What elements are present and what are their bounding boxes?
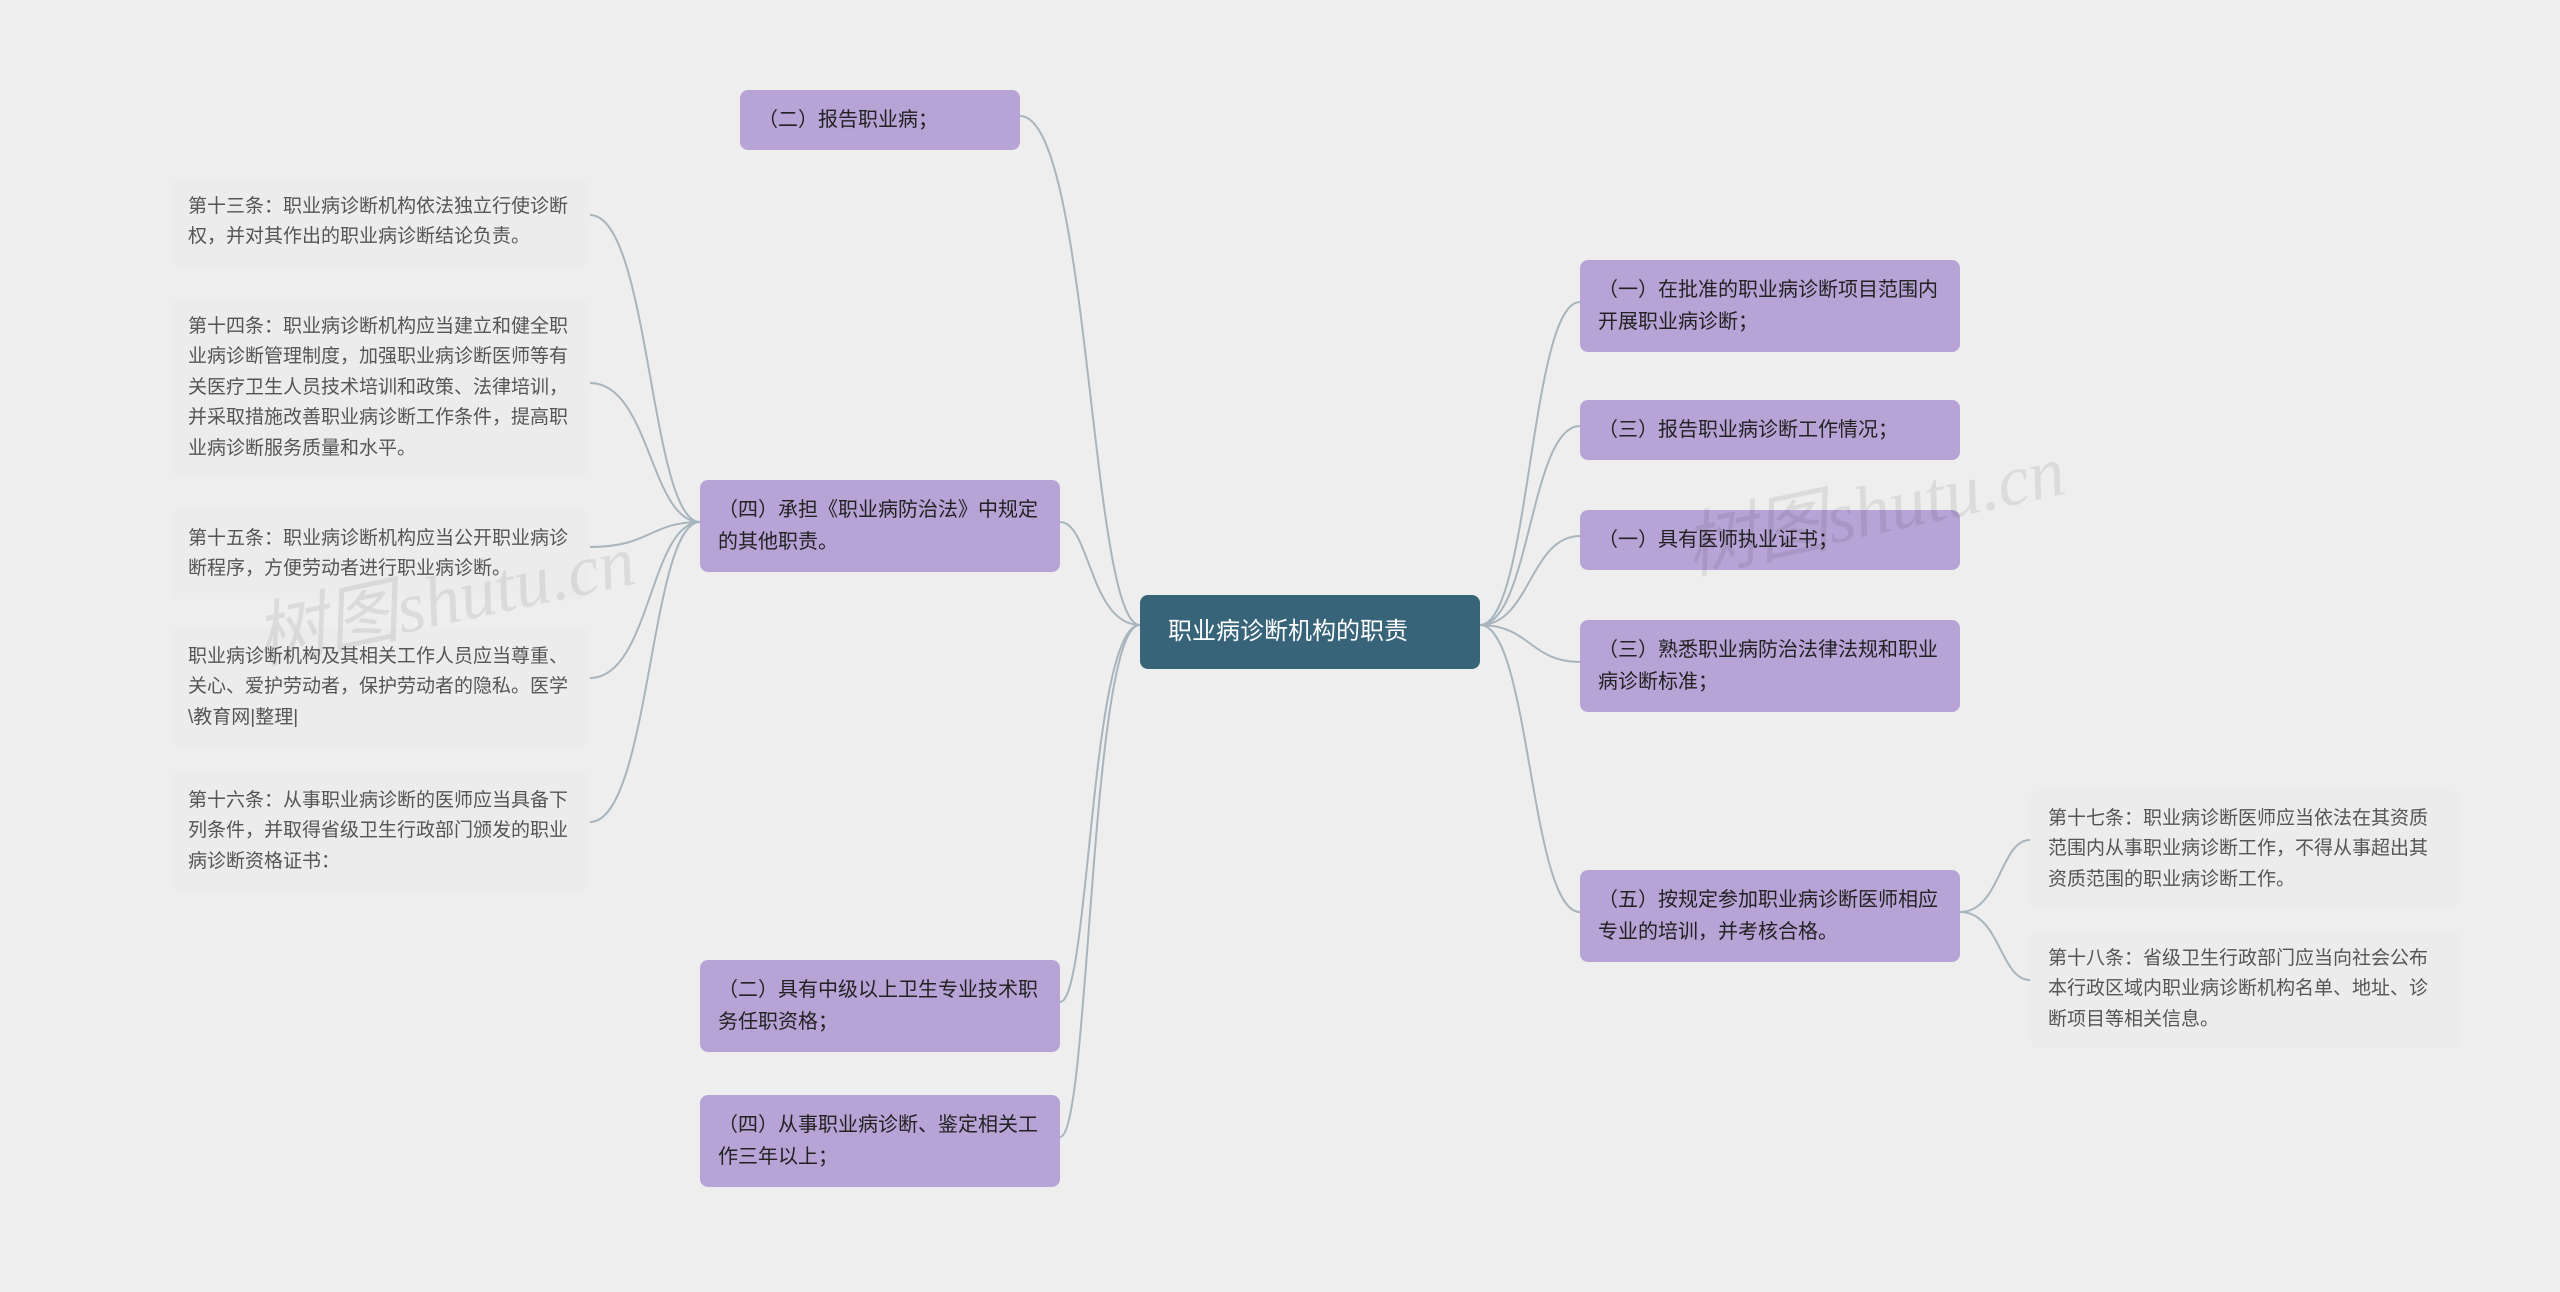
left-node-experience: （四）从事职业病诊断、鉴定相关工作三年以上； <box>700 1095 1060 1187</box>
right-node-training: （五）按规定参加职业病诊断医师相应专业的培训，并考核合格。 <box>1580 870 1960 962</box>
right-node-familiar-law: （三）熟悉职业病防治法律法规和职业病诊断标准； <box>1580 620 1960 712</box>
left-node-qualification: （二）具有中级以上卫生专业技术职务任职资格； <box>700 960 1060 1052</box>
root-node: 职业病诊断机构的职责 <box>1140 595 1480 669</box>
right-child-article18: 第十八条：省级卫生行政部门应当向社会公布本行政区域内职业病诊断机构名单、地址、诊… <box>2030 930 2460 1049</box>
left-child-privacy: 职业病诊断机构及其相关工作人员应当尊重、关心、爱护劳动者，保护劳动者的隐私。医学… <box>170 628 590 747</box>
left-node-report: （二）报告职业病； <box>740 90 1020 150</box>
right-node-scope: （一）在批准的职业病诊断项目范围内开展职业病诊断； <box>1580 260 1960 352</box>
right-node-report-work: （三）报告职业病诊断工作情况； <box>1580 400 1960 460</box>
left-node-other-duties: （四）承担《职业病防治法》中规定的其他职责。 <box>700 480 1060 572</box>
left-child-article16: 第十六条：从事职业病诊断的医师应当具备下列条件，并取得省级卫生行政部门颁发的职业… <box>170 772 590 891</box>
right-node-license: （一）具有医师执业证书； <box>1580 510 1960 570</box>
right-child-article17: 第十七条：职业病诊断医师应当依法在其资质范围内从事职业病诊断工作，不得从事超出其… <box>2030 790 2460 909</box>
left-child-article14: 第十四条：职业病诊断机构应当建立和健全职业病诊断管理制度，加强职业病诊断医师等有… <box>170 298 590 478</box>
left-child-article13: 第十三条：职业病诊断机构依法独立行使诊断权，并对其作出的职业病诊断结论负责。 <box>170 178 590 267</box>
left-child-article15: 第十五条：职业病诊断机构应当公开职业病诊断程序，方便劳动者进行职业病诊断。 <box>170 510 590 599</box>
